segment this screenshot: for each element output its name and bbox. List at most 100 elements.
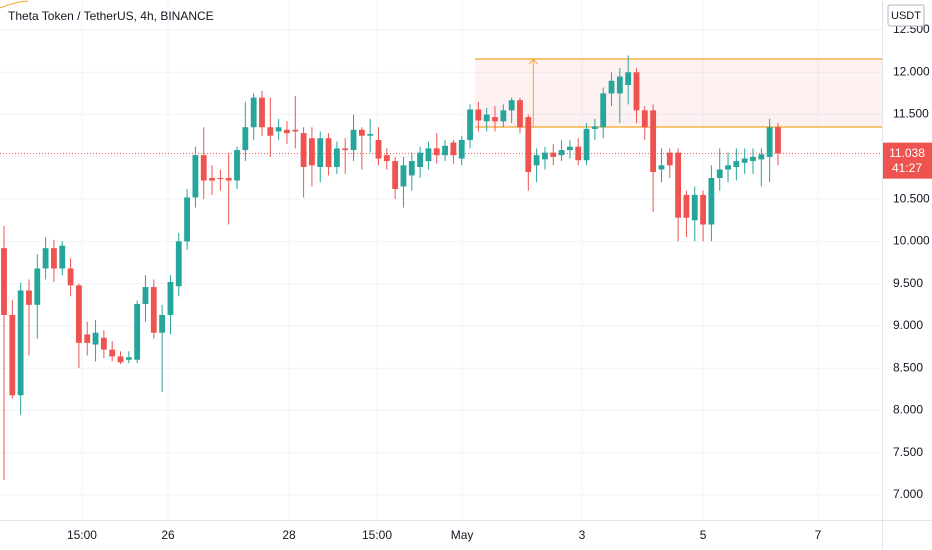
y-tick-label: 11.500 bbox=[893, 107, 929, 121]
axes: 7.000 7.500 8.000 8.500 9.000 9.500 10.000 10.5… bbox=[67, 22, 932, 542]
candle-body bbox=[467, 109, 473, 140]
candle-body bbox=[633, 72, 640, 111]
candle-body bbox=[59, 245, 66, 269]
candle-body bbox=[242, 127, 249, 151]
candle-body bbox=[500, 110, 507, 122]
candle-body bbox=[300, 133, 307, 167]
candle-body bbox=[641, 110, 648, 128]
grid bbox=[0, 0, 882, 520]
candle-body bbox=[134, 303, 141, 360]
x-tick-label: 3 bbox=[579, 528, 586, 542]
candle-body bbox=[417, 152, 424, 167]
candle-body bbox=[675, 152, 682, 218]
candle-body bbox=[650, 110, 657, 173]
candle-body bbox=[350, 129, 357, 151]
candle-body bbox=[159, 314, 166, 333]
x-tick-label: 26 bbox=[161, 528, 175, 542]
last-price-box bbox=[883, 142, 932, 179]
candle-body bbox=[26, 290, 32, 305]
y-tick-label: 12.000 bbox=[893, 64, 930, 78]
candle-body bbox=[117, 356, 124, 363]
candle-body bbox=[758, 154, 765, 160]
candle-body bbox=[508, 100, 515, 111]
candle-body bbox=[184, 197, 190, 242]
candle-body bbox=[567, 146, 573, 151]
candle-body bbox=[625, 72, 632, 85]
candle-body bbox=[192, 155, 199, 198]
candle-body bbox=[150, 287, 157, 333]
candle-body bbox=[733, 161, 740, 167]
candle-body bbox=[750, 156, 756, 162]
candle-body bbox=[458, 139, 465, 159]
y-tick-label: 9.500 bbox=[893, 276, 923, 290]
candle-body bbox=[700, 194, 706, 225]
candle-body bbox=[766, 127, 773, 157]
last-price-label: 11.038 bbox=[889, 146, 925, 160]
candle-body bbox=[683, 194, 690, 218]
y-tick-label: 7.000 bbox=[893, 487, 923, 501]
candle-body bbox=[34, 268, 41, 305]
candle-body bbox=[142, 287, 149, 304]
candle-body bbox=[367, 134, 374, 136]
candle-body bbox=[691, 194, 698, 221]
candle-body bbox=[400, 165, 407, 187]
countdown-label: 41:27 bbox=[892, 161, 922, 175]
candle-body bbox=[666, 152, 673, 166]
candle-body bbox=[284, 129, 290, 134]
candle-body bbox=[525, 117, 532, 173]
y-tick-label: 10.500 bbox=[893, 191, 930, 205]
candles bbox=[1, 55, 781, 480]
candle-body bbox=[167, 281, 174, 315]
x-tick-label: 15:00 bbox=[67, 528, 97, 542]
candle-body bbox=[600, 93, 607, 128]
drawing-fragment bbox=[0, 0, 29, 9]
candle-body bbox=[342, 148, 349, 151]
candle-body bbox=[100, 337, 107, 350]
candle-body bbox=[775, 127, 781, 154]
candle-body bbox=[175, 241, 182, 287]
candle-body bbox=[575, 146, 582, 161]
candle-body bbox=[51, 248, 57, 269]
candle-body bbox=[309, 138, 315, 166]
candle-body bbox=[325, 138, 332, 167]
candle-body bbox=[267, 127, 274, 136]
candle-body bbox=[375, 139, 382, 159]
unit-box[interactable] bbox=[887, 4, 925, 27]
candle-body bbox=[333, 148, 340, 167]
candle-body bbox=[708, 177, 715, 225]
range-fill bbox=[475, 59, 882, 127]
candle-body bbox=[234, 150, 240, 181]
candle-body bbox=[292, 129, 299, 132]
candle-body bbox=[658, 165, 665, 170]
y-tick-label: 9.000 bbox=[893, 318, 923, 332]
range-arrow-head bbox=[528, 58, 538, 65]
candle-body bbox=[42, 248, 49, 269]
candle-body bbox=[75, 285, 82, 343]
candle-body bbox=[250, 97, 257, 128]
candle-body bbox=[433, 148, 440, 156]
x-tick-label: 28 bbox=[282, 528, 296, 542]
candle-body bbox=[591, 126, 598, 129]
candle-body bbox=[550, 152, 557, 157]
candle-body bbox=[542, 152, 548, 160]
candle-body bbox=[442, 145, 448, 156]
candle-body bbox=[517, 100, 523, 128]
candle-body bbox=[84, 334, 91, 343]
candle-body bbox=[475, 109, 482, 121]
candle-body bbox=[716, 169, 723, 178]
candle-body bbox=[425, 148, 432, 162]
candle-body bbox=[583, 128, 590, 161]
candle-body bbox=[492, 117, 498, 122]
x-tick-label: 5 bbox=[700, 528, 707, 542]
candle-body bbox=[358, 129, 365, 136]
candle-body bbox=[1, 248, 7, 315]
x-tick-label: 7 bbox=[815, 528, 822, 542]
unit-label[interactable]: USDT bbox=[891, 10, 921, 22]
candle-body bbox=[125, 357, 132, 360]
candle-body bbox=[217, 177, 224, 179]
chart-title: Theta Token / TetherUS, 4h, BINANCE bbox=[8, 9, 214, 23]
candle-body bbox=[392, 161, 399, 189]
